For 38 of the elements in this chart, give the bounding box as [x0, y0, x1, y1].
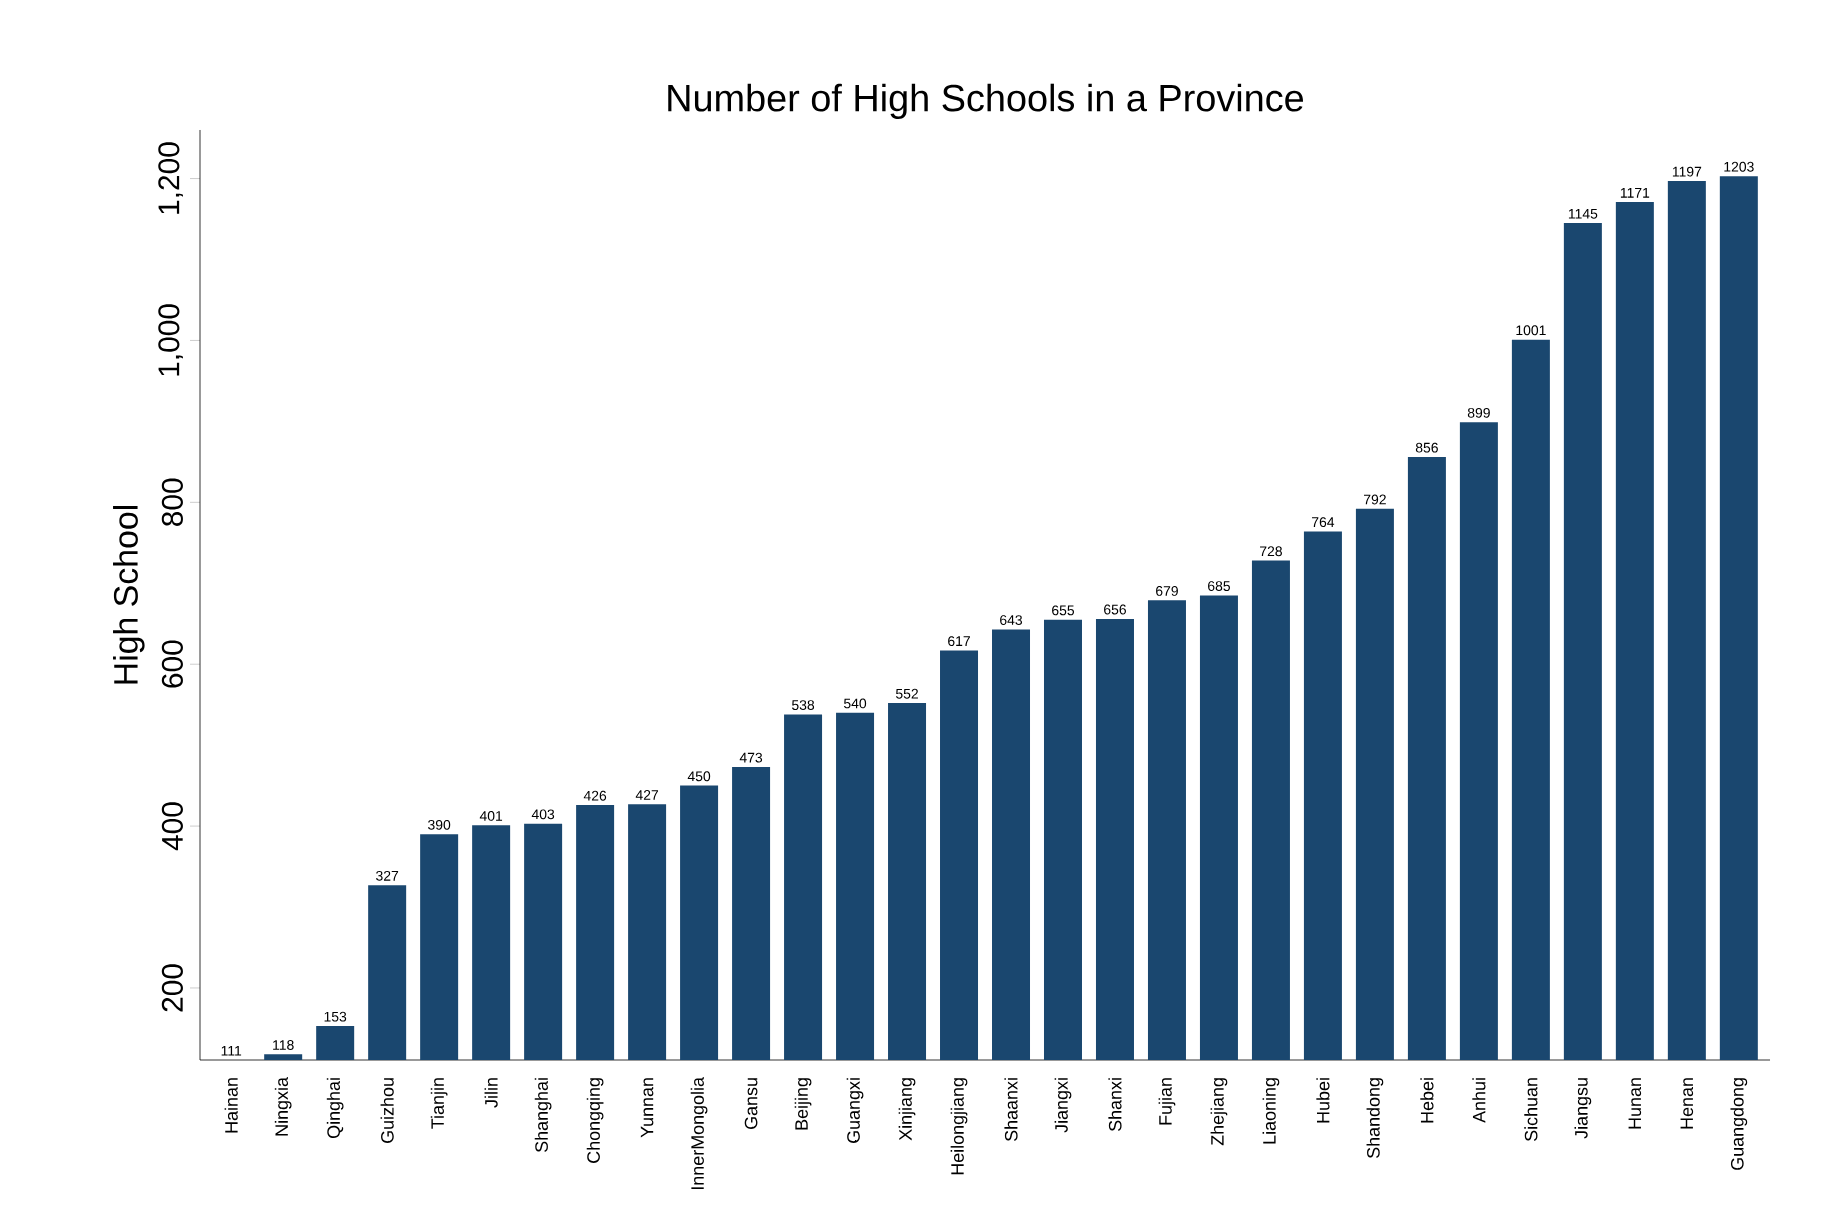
x-tick-label: Shanghai	[534, 1078, 552, 1153]
x-tick-label: Zhejiang	[1210, 1078, 1228, 1146]
x-tick-label: Heilongjiang	[950, 1078, 968, 1175]
y-tick-label: 400	[161, 802, 183, 851]
x-tick-label: Jilin	[484, 1078, 498, 1108]
y-tick-label: 800	[161, 478, 183, 526]
x-tick-label: Sichuan	[1524, 1078, 1538, 1142]
x-tick-label: Henan	[1680, 1078, 1694, 1129]
x-tick-label: Shanxi	[1108, 1078, 1122, 1132]
x-tick-label: Fujian	[1158, 1078, 1176, 1125]
x-tick-label: Hunan	[1628, 1078, 1642, 1129]
y-tick-label: 1,200	[158, 142, 183, 214]
x-tick-label: Tianjin	[430, 1078, 448, 1129]
y-tick-label: 200	[161, 964, 183, 1012]
x-tick-label: InnerMongolia	[690, 1077, 708, 1190]
x-tick-label: Jiangsu	[1574, 1078, 1592, 1139]
x-tick-label: Hebei	[1420, 1078, 1434, 1123]
chart-title: Number of High Schools in a Province	[668, 83, 1304, 119]
x-tick-label: Shaanxi	[1004, 1078, 1018, 1142]
x-tick-label: Qinghai	[326, 1078, 344, 1138]
x-tick-label: Xinjiang	[898, 1078, 916, 1141]
y-axis-title: High School	[113, 506, 145, 684]
x-tick-label: Ningxia	[274, 1077, 292, 1136]
x-tick-label: Hainan	[224, 1078, 238, 1133]
x-tick-label: Yunnan	[640, 1078, 654, 1138]
y-tick-label: 1,000	[158, 304, 183, 376]
y-tick-label: 600	[161, 640, 183, 688]
x-tick-label: Guangdong	[1730, 1078, 1748, 1170]
x-tick-label: Anhui	[1472, 1078, 1486, 1123]
x-tick-label: Beijing	[794, 1078, 812, 1130]
x-tick-label: Liaoning	[1262, 1078, 1280, 1144]
x-tick-label: Guizhou	[380, 1078, 394, 1143]
x-tick-label: Gansu	[744, 1078, 758, 1129]
x-tick-label: Guangxi	[846, 1078, 864, 1143]
x-tick-label: Chongqing	[586, 1078, 604, 1163]
x-tick-label: Hubei	[1316, 1078, 1330, 1123]
x-tick-label: Jiangxi	[1054, 1078, 1072, 1133]
x-tick-label: Shandong	[1366, 1078, 1384, 1158]
